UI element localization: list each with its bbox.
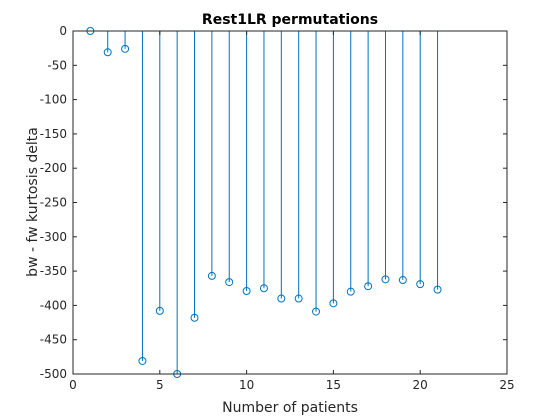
y-tick-label: -200	[40, 161, 67, 175]
y-axis-label: bw - fw kurtosis delta	[25, 127, 41, 277]
stem-marker	[433, 285, 442, 294]
stem-marker	[364, 282, 373, 291]
stem-marker	[259, 284, 268, 293]
stem-marker	[121, 44, 130, 53]
stem-marker	[242, 286, 251, 295]
y-tick-label: -350	[40, 264, 67, 278]
plot-area-frame	[72, 30, 508, 375]
y-tick-label: -500	[40, 367, 67, 381]
stem-marker	[155, 306, 164, 315]
stem-series	[86, 27, 442, 378]
y-tick-label: -150	[40, 127, 67, 141]
x-tick-label: 15	[326, 378, 341, 392]
stem-marker	[190, 313, 199, 322]
stem-marker	[294, 294, 303, 303]
y-tick-label: -250	[40, 196, 67, 210]
stem-marker	[381, 275, 390, 284]
x-axis-label: Number of patients	[222, 400, 358, 416]
chart-title: Rest1LR permutations	[202, 12, 378, 28]
stem-marker	[138, 356, 147, 365]
y-tick-label: -400	[40, 298, 67, 312]
stem-marker	[277, 294, 286, 303]
stem-marker	[225, 278, 234, 287]
x-tick-label: 10	[239, 378, 254, 392]
stem-marker	[398, 276, 407, 285]
x-tick-label: 5	[156, 378, 164, 392]
y-tick-label: -300	[40, 230, 67, 244]
stem-marker	[207, 271, 216, 280]
y-tick-label: -50	[47, 58, 67, 72]
y-axis-ticks: 0 -50 -100 -150 -200 -250 -300 -350 -400 -450 -500	[40, 24, 507, 381]
x-tick-label: 20	[413, 378, 428, 392]
x-tick-label: 0	[69, 378, 77, 392]
y-tick-label: -450	[40, 333, 67, 347]
stem-marker	[312, 307, 321, 316]
stem-marker	[329, 299, 338, 308]
x-axis-ticks: 0 5 10 15 20 25	[69, 31, 515, 392]
y-tick-label: 0	[59, 24, 67, 38]
x-tick-label: 25	[499, 378, 514, 392]
y-tick-label: -100	[40, 93, 67, 107]
stem-marker	[346, 287, 355, 296]
stem-marker	[416, 280, 425, 289]
stem-marker	[103, 48, 112, 57]
